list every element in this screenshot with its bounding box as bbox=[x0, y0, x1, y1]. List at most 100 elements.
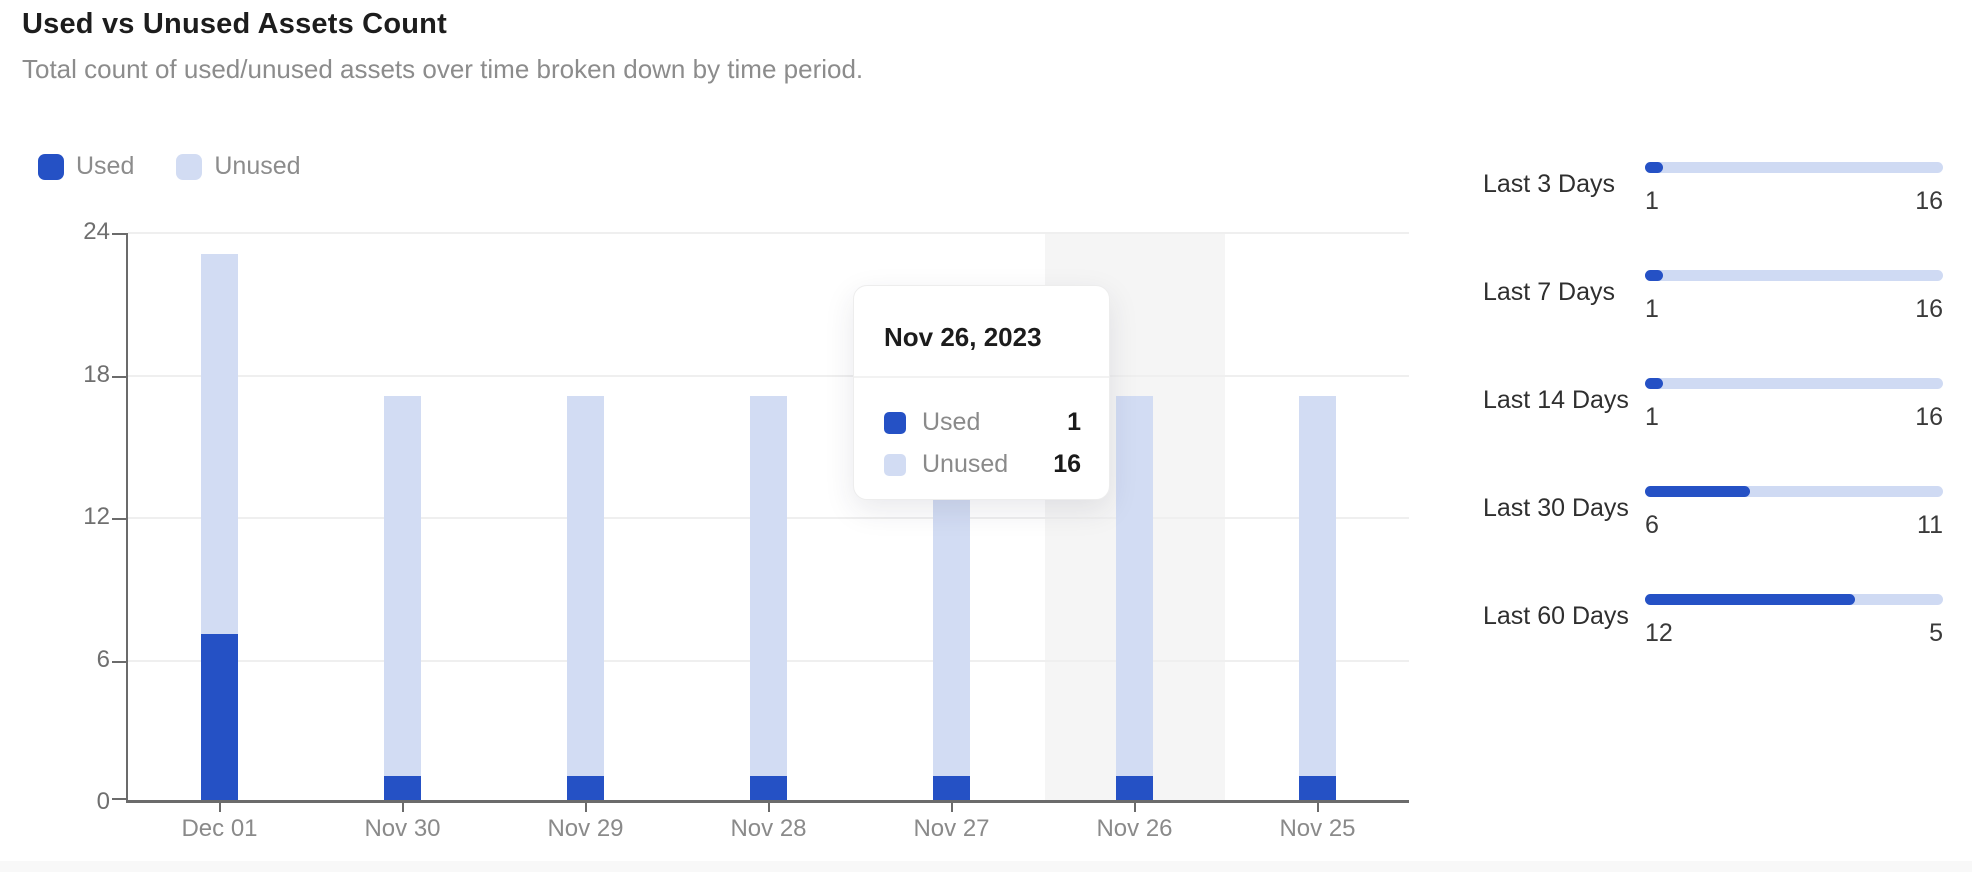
bar-nov-29[interactable] bbox=[567, 396, 604, 800]
period-row-last-3-days: Last 3 Days 1 16 bbox=[1483, 162, 1945, 216]
progress-track bbox=[1645, 162, 1943, 173]
stacked-bar-chart: 24 18 12 6 0 Dec 01 Nov 30 Nov 29 Nov 28 Nov 27 No… bbox=[83, 218, 1409, 842]
chart-tooltip: Nov 26, 2023 Used 1 Unused 16 bbox=[853, 285, 1110, 500]
x-axis-tick bbox=[401, 803, 404, 812]
y-axis-tick bbox=[112, 375, 126, 378]
tooltip-swatch-icon bbox=[884, 453, 906, 476]
y-axis-label: 6 bbox=[96, 645, 110, 673]
legend-label: Used bbox=[76, 152, 135, 180]
unused-count: 5 bbox=[1929, 619, 1943, 647]
period-values: 1 16 bbox=[1645, 295, 1943, 324]
bar-used-segment[interactable] bbox=[750, 776, 787, 800]
progress-fill-used bbox=[1645, 486, 1750, 497]
tooltip-title: Nov 26, 2023 bbox=[884, 322, 1042, 352]
page-title: Used vs Unused Assets Count bbox=[22, 8, 447, 40]
progress-track bbox=[1645, 378, 1943, 389]
period-progress: 6 11 bbox=[1645, 486, 1943, 540]
bar-nov-26[interactable] bbox=[1116, 396, 1153, 800]
period-progress: 1 16 bbox=[1645, 162, 1943, 216]
tooltip-row-label: Unused bbox=[922, 450, 1009, 478]
period-label: Last 14 Days bbox=[1483, 386, 1629, 414]
bar-nov-28[interactable] bbox=[750, 396, 787, 800]
chart-legend: Used Unused bbox=[38, 152, 301, 181]
bar-unused-segment[interactable] bbox=[384, 396, 421, 777]
period-progress: 12 5 bbox=[1645, 594, 1943, 648]
x-axis-tick bbox=[950, 803, 953, 812]
unused-count: 16 bbox=[1915, 403, 1943, 431]
legend-item-used[interactable]: Used bbox=[38, 152, 134, 181]
period-row-last-14-days: Last 14 Days 1 16 bbox=[1483, 378, 1945, 432]
period-label: Last 7 Days bbox=[1483, 278, 1616, 306]
period-values: 1 16 bbox=[1645, 187, 1943, 216]
bar-unused-segment[interactable] bbox=[1299, 396, 1336, 777]
y-axis-label: 12 bbox=[83, 503, 110, 530]
x-axis-line bbox=[126, 800, 1409, 803]
legend-swatch-icon bbox=[176, 153, 203, 180]
progress-track bbox=[1645, 486, 1943, 497]
x-axis-tick bbox=[584, 803, 587, 812]
period-row-last-30-days: Last 30 Days 6 11 bbox=[1483, 486, 1945, 540]
period-row-last-60-days: Last 60 Days 12 5 bbox=[1483, 594, 1945, 648]
progress-fill-used bbox=[1645, 270, 1663, 281]
y-axis-line bbox=[126, 233, 128, 803]
x-axis-label: Dec 01 bbox=[181, 815, 258, 842]
bar-used-segment[interactable] bbox=[933, 776, 970, 800]
bar-nov-25[interactable] bbox=[1299, 396, 1336, 800]
used-count: 12 bbox=[1645, 619, 1673, 647]
x-axis-tick bbox=[1316, 803, 1319, 812]
bar-used-segment[interactable] bbox=[1299, 776, 1336, 800]
y-axis-label: 0 bbox=[96, 788, 110, 815]
progress-fill-used bbox=[1645, 378, 1663, 389]
y-axis-label: 18 bbox=[83, 360, 110, 388]
period-label: Last 30 Days bbox=[1483, 494, 1629, 522]
tooltip-row-unused: Unused 16 bbox=[884, 450, 1081, 479]
y-axis-label: 24 bbox=[83, 218, 110, 245]
progress-fill-used bbox=[1645, 162, 1663, 173]
period-progress: 1 16 bbox=[1645, 270, 1943, 324]
bar-used-segment[interactable] bbox=[567, 776, 604, 800]
tooltip-row-label: Used bbox=[922, 408, 981, 436]
bottom-strip bbox=[0, 861, 1972, 872]
progress-fill-used bbox=[1645, 594, 1855, 605]
bar-unused-segment[interactable] bbox=[1116, 396, 1153, 777]
x-axis-tick bbox=[767, 803, 770, 812]
bar-used-segment[interactable] bbox=[1116, 776, 1153, 800]
page-subtitle: Total count of used/unused assets over t… bbox=[22, 54, 864, 84]
progress-track bbox=[1645, 270, 1943, 281]
bar-unused-segment[interactable] bbox=[567, 396, 604, 777]
period-row-last-7-days: Last 7 Days 1 16 bbox=[1483, 270, 1945, 324]
bar-dec-01[interactable] bbox=[201, 253, 238, 800]
x-axis-tick bbox=[1133, 803, 1136, 812]
tooltip-row-value: 16 bbox=[1053, 450, 1081, 478]
used-count: 1 bbox=[1645, 187, 1659, 215]
bar-nov-30[interactable] bbox=[384, 396, 421, 800]
bar-used-segment[interactable] bbox=[201, 633, 238, 800]
used-count: 1 bbox=[1645, 403, 1659, 431]
x-axis-label: Nov 26 bbox=[1096, 815, 1173, 842]
used-count: 6 bbox=[1645, 511, 1659, 539]
tooltip-row-used: Used 1 bbox=[884, 408, 1081, 437]
legend-item-unused[interactable]: Unused bbox=[176, 152, 301, 181]
x-axis-label: Nov 29 bbox=[547, 815, 624, 842]
legend-swatch-icon bbox=[38, 153, 64, 180]
tooltip-row-value: 1 bbox=[1067, 408, 1081, 436]
progress-track bbox=[1645, 594, 1943, 605]
period-label: Last 60 Days bbox=[1483, 602, 1629, 630]
bar-used-segment[interactable] bbox=[384, 776, 421, 800]
bar-unused-segment[interactable] bbox=[201, 253, 238, 634]
bar-unused-segment[interactable] bbox=[750, 396, 787, 777]
gridline-y-24 bbox=[128, 232, 1409, 234]
x-axis-label: Nov 30 bbox=[364, 815, 441, 842]
unused-count: 16 bbox=[1915, 295, 1943, 323]
unused-count: 11 bbox=[1917, 511, 1943, 539]
period-values: 6 11 bbox=[1645, 511, 1943, 540]
tooltip-rows: Used 1 Unused 16 bbox=[854, 378, 1109, 479]
y-axis-tick bbox=[112, 518, 126, 520]
y-axis-tick bbox=[112, 660, 126, 663]
x-axis-label: Nov 25 bbox=[1279, 815, 1356, 842]
x-axis-label: Nov 27 bbox=[913, 815, 990, 842]
gridline-y-18 bbox=[128, 374, 1409, 377]
y-axis-tick bbox=[112, 233, 126, 235]
tooltip-swatch-icon bbox=[884, 411, 906, 434]
